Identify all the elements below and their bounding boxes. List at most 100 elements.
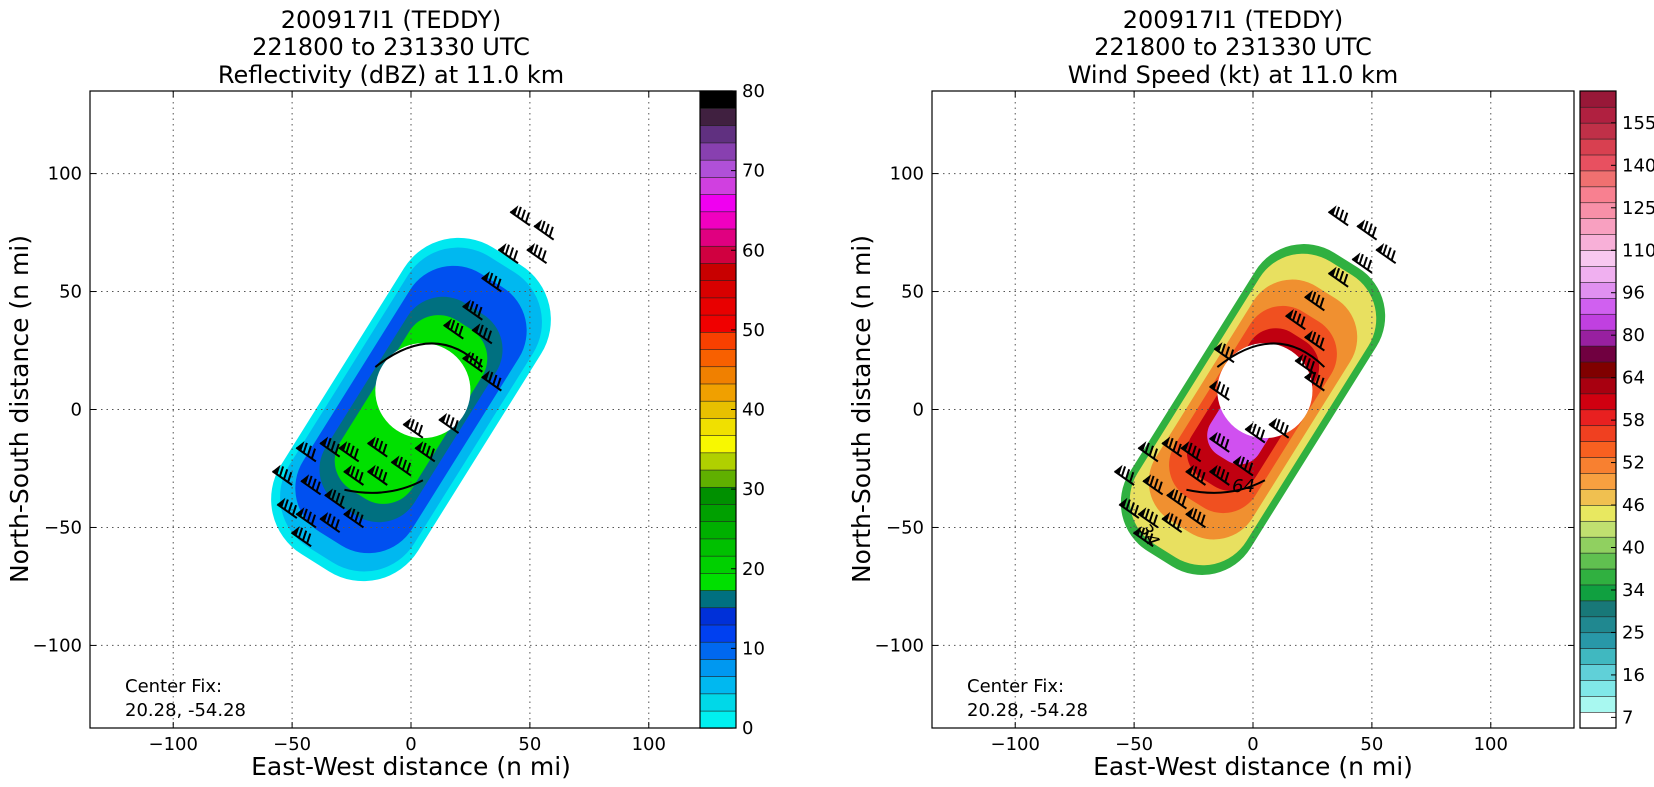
- grid-right: [932, 91, 1574, 728]
- wind-barb: [366, 464, 388, 486]
- colorbar-tick-label: 70: [742, 161, 765, 182]
- colorbar-swatch: [699, 107, 737, 127]
- wind-barb: [1232, 455, 1254, 477]
- wind-barb: [1166, 488, 1187, 510]
- wind-barb: [1208, 379, 1230, 401]
- wind-barb: [319, 511, 341, 534]
- colorbar-swatch: [699, 400, 737, 419]
- colorbar-swatch: [699, 624, 737, 643]
- colorbar-tick-label: 30: [742, 479, 765, 500]
- chart-field-right: Wind Speed (kt) at 11.0 km: [1068, 61, 1399, 89]
- colorbar-swatch: [699, 417, 737, 436]
- wind-barbs-right: [1113, 205, 1397, 548]
- x-tick-label: −50: [273, 734, 311, 755]
- colorbar-tick-label: 96: [1622, 283, 1645, 304]
- colorbar-swatch: [1579, 552, 1617, 570]
- wind-barb: [1213, 342, 1235, 364]
- y-tick-label: 50: [59, 282, 82, 303]
- wind-barb: [1113, 464, 1135, 486]
- wind-barb: [366, 436, 388, 458]
- axis-ticks-right: −100 −50 0 50 100 −100 −50 0 50 100: [875, 91, 1574, 755]
- colorbar-swatch: [699, 211, 737, 230]
- colorbar-swatch: [1579, 249, 1617, 267]
- colorbar-swatch: [699, 280, 737, 299]
- wind-barb: [1327, 266, 1349, 288]
- x-tick-label: 0: [1247, 734, 1258, 755]
- colorbar-swatch: [1579, 409, 1617, 427]
- wind-barbs-left: [271, 205, 555, 548]
- wind-barb: [1142, 474, 1164, 496]
- wind-barb: [1304, 290, 1325, 312]
- wind-barb: [1132, 526, 1154, 548]
- colorbar-swatch: [1579, 584, 1617, 602]
- wind-barb: [462, 299, 483, 321]
- colorbar-swatch: [699, 383, 737, 402]
- colorbar-swatch: [1579, 711, 1617, 729]
- colorbar-swatch: [699, 159, 737, 178]
- colorbar-swatch: [1579, 472, 1617, 490]
- colorbar-swatch: [1579, 361, 1617, 379]
- colorbar-swatch: [1579, 202, 1617, 220]
- wind-barb: [271, 464, 293, 486]
- colorbar-tick-label: 80: [1622, 325, 1645, 346]
- chart-field-left: Reflectivity (dBZ) at 11.0 km: [218, 61, 564, 89]
- x-axis-label-left: East-West distance (n mi): [251, 752, 571, 781]
- colorbar-swatch: [699, 348, 737, 368]
- y-tick-label: 0: [71, 400, 82, 421]
- y-tick-label: 100: [48, 164, 82, 185]
- colorbar-tick-label: 50: [742, 320, 765, 341]
- panel-reflectivity: 200917I1 (TEDDY) 221800 to 231330 UTC Re…: [5, 6, 765, 781]
- colorbar-swatch: [699, 469, 737, 488]
- colorbar-tick-label: 155: [1622, 113, 1654, 134]
- wind-barb: [343, 464, 365, 486]
- wind-barb: [276, 497, 298, 519]
- colorbar-swatch: [699, 245, 737, 264]
- colorbar-swatch: [699, 486, 737, 505]
- colorbar-swatch: [699, 572, 737, 591]
- reflectivity-field: [271, 237, 551, 582]
- colorbar-swatch: [1579, 504, 1617, 522]
- colorbar-tick-label: 64: [1622, 368, 1645, 389]
- wind-barb: [1351, 252, 1373, 274]
- y-tick-label: −50: [886, 517, 924, 538]
- colorbar-swatch: [1579, 329, 1617, 347]
- wind-barb: [1118, 497, 1140, 519]
- colorbar-tick-label: 110: [1622, 240, 1654, 261]
- wind-barb: [533, 219, 555, 241]
- y-axis-label-left: North-South distance (n mi): [5, 235, 34, 583]
- x-tick-label: −100: [148, 734, 197, 755]
- x-tick-label: 50: [1360, 734, 1383, 755]
- colorbar-swatch: [1579, 106, 1617, 124]
- colorbar-swatch: [699, 538, 737, 557]
- colorbar-swatch: [1579, 138, 1617, 156]
- y-tick-label: −100: [875, 635, 924, 656]
- wind-barb: [300, 474, 322, 496]
- colorbar-swatch: [1579, 313, 1617, 331]
- colorbar-tick-label: 0: [742, 718, 753, 739]
- colorbar-swatch: [699, 262, 737, 281]
- wind-barb: [1180, 441, 1202, 463]
- contour-label-64: 64: [1232, 476, 1255, 497]
- wind-barb: [1185, 464, 1207, 486]
- panel-wind-speed: 200917I1 (TEDDY) 221800 to 231330 UTC Wi…: [847, 6, 1654, 781]
- colorbar-swatch: [699, 176, 737, 195]
- wind-barb: [1244, 422, 1266, 444]
- colorbar-frame: [1579, 90, 1617, 729]
- colorbar-swatch: [1579, 679, 1617, 697]
- storm-eye: [1217, 343, 1313, 439]
- wind-barb: [1327, 205, 1349, 227]
- colorbar-swatch: [1579, 568, 1617, 586]
- colorbar-tick-label: 34: [1622, 580, 1645, 601]
- colorbar-swatch: [1579, 186, 1617, 204]
- colorbar-swatch: [699, 555, 737, 574]
- x-tick-label: −50: [1115, 734, 1153, 755]
- colorbar-swatch: [699, 193, 737, 213]
- wind-barb: [526, 242, 548, 265]
- wind-barb: [338, 441, 360, 463]
- center-fix-value-left: 20.28, -54.28: [125, 700, 246, 721]
- colorbar-swatch: [1579, 441, 1617, 458]
- colorbar-swatch: [1579, 218, 1617, 235]
- wind-barb: [481, 271, 502, 293]
- colorbar-swatch: [699, 607, 737, 626]
- x-tick-label: −100: [990, 734, 1039, 755]
